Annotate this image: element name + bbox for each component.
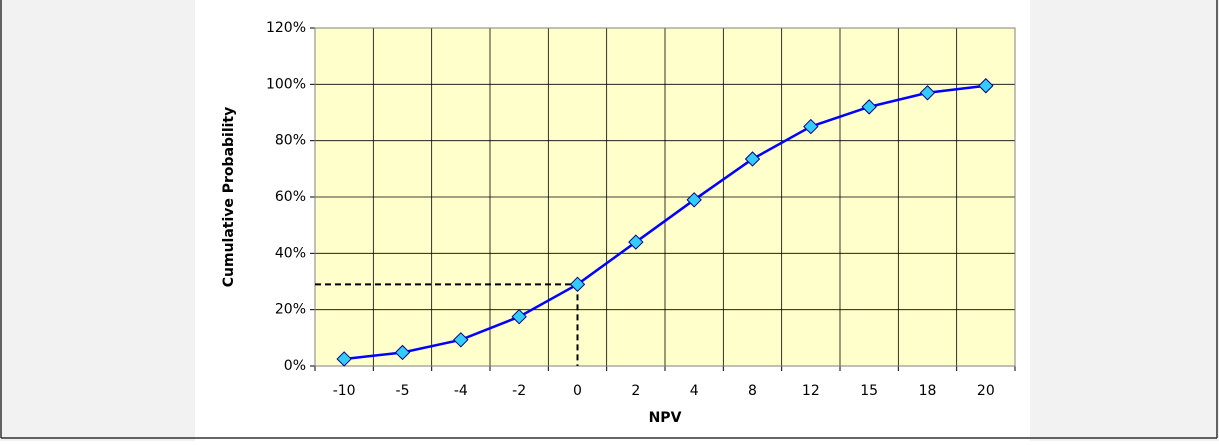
x-tick-label: 20 bbox=[977, 383, 995, 399]
data-point bbox=[628, 234, 644, 250]
y-tick-label: 60% bbox=[275, 189, 306, 205]
data-point bbox=[686, 192, 702, 208]
y-tick-label: 120% bbox=[266, 20, 306, 36]
series-line bbox=[344, 84, 986, 361]
side-panel bbox=[0, 0, 195, 441]
x-tick-label: 18 bbox=[919, 383, 937, 399]
x-tick-label: -2 bbox=[512, 383, 526, 399]
data-point bbox=[394, 344, 411, 361]
y-axis-title: Cumulative Probability bbox=[221, 107, 237, 288]
side-panel bbox=[1030, 0, 1219, 441]
data-point bbox=[569, 276, 586, 293]
x-axis-title: NPV bbox=[649, 410, 682, 426]
data-point bbox=[978, 78, 994, 94]
y-tick-label: 100% bbox=[266, 76, 306, 92]
x-tick-label: 4 bbox=[690, 383, 699, 399]
data-point bbox=[744, 151, 761, 167]
x-tick-label: 0 bbox=[573, 383, 582, 399]
x-tick-label: 2 bbox=[631, 383, 640, 399]
data-point bbox=[336, 351, 352, 367]
data-point bbox=[803, 118, 819, 135]
x-tick-label: -10 bbox=[333, 383, 356, 399]
y-tick-label: 40% bbox=[275, 245, 306, 261]
x-tick-label: 8 bbox=[748, 383, 757, 399]
data-point bbox=[919, 85, 936, 101]
data-point bbox=[453, 332, 469, 348]
x-tick-label: -4 bbox=[454, 383, 468, 399]
y-tick-label: 20% bbox=[275, 302, 306, 318]
plot-border bbox=[314, 27, 1016, 367]
x-tick-label: 12 bbox=[802, 383, 820, 399]
x-tick-label: 15 bbox=[860, 383, 878, 399]
y-tick-label: 80% bbox=[275, 133, 306, 149]
x-tick-label: -5 bbox=[396, 383, 410, 399]
data-point bbox=[861, 99, 877, 115]
y-tick-label: 0% bbox=[284, 358, 306, 374]
data-point bbox=[511, 309, 527, 325]
